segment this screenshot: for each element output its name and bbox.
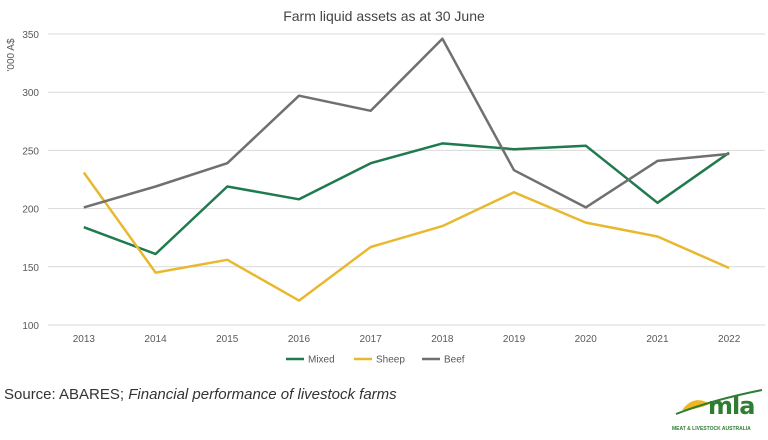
legend-label-beef: Beef bbox=[444, 355, 465, 366]
line-chart: 100 150 200 250 300 350 '000 A$ 2013 2014 2015 201… bbox=[6, 30, 765, 366]
legend-label-mixed: Mixed bbox=[308, 355, 335, 366]
source-caption: Source: ABARES; Financial performance of… bbox=[4, 386, 397, 403]
y-tick-label: 150 bbox=[22, 263, 39, 274]
x-tick-label: 2016 bbox=[288, 334, 311, 345]
x-tick-label: 2015 bbox=[216, 334, 239, 345]
y-tick-label: 100 bbox=[22, 321, 39, 332]
source-prefix: Source: ABARES; bbox=[4, 386, 129, 403]
x-tick-label: 2019 bbox=[503, 334, 526, 345]
y-tick-label: 350 bbox=[22, 30, 39, 41]
legend-label-sheep: Sheep bbox=[376, 355, 405, 366]
logo-tagline: MEAT & LIVESTOCK AUSTRALIA bbox=[672, 426, 751, 432]
chart-title: Farm liquid assets as at 30 June bbox=[283, 8, 485, 24]
x-tick-label: 2022 bbox=[718, 334, 741, 345]
logo-word: mla bbox=[708, 392, 755, 420]
y-axis-label: '000 A$ bbox=[6, 38, 17, 71]
series-line-beef bbox=[83, 37, 730, 209]
mla-logo: mla MEAT & LIVESTOCK AUSTRALIA bbox=[672, 388, 764, 436]
x-tick-label: 2013 bbox=[73, 334, 96, 345]
x-tick-label: 2018 bbox=[431, 334, 454, 345]
source-title: Financial performance of livestock farms bbox=[128, 386, 397, 403]
y-tick-label: 300 bbox=[22, 88, 39, 99]
y-tick-label: 200 bbox=[22, 205, 39, 216]
mla-logo-graphic bbox=[675, 389, 763, 415]
x-tick-label: 2021 bbox=[646, 334, 669, 345]
y-tick-label: 250 bbox=[22, 146, 39, 157]
x-tick-label: 2020 bbox=[575, 334, 598, 345]
x-tick-label: 2014 bbox=[144, 334, 167, 345]
series-line-sheep bbox=[82, 171, 730, 302]
x-tick-label: 2017 bbox=[360, 334, 383, 345]
series-line-mixed bbox=[83, 142, 730, 256]
